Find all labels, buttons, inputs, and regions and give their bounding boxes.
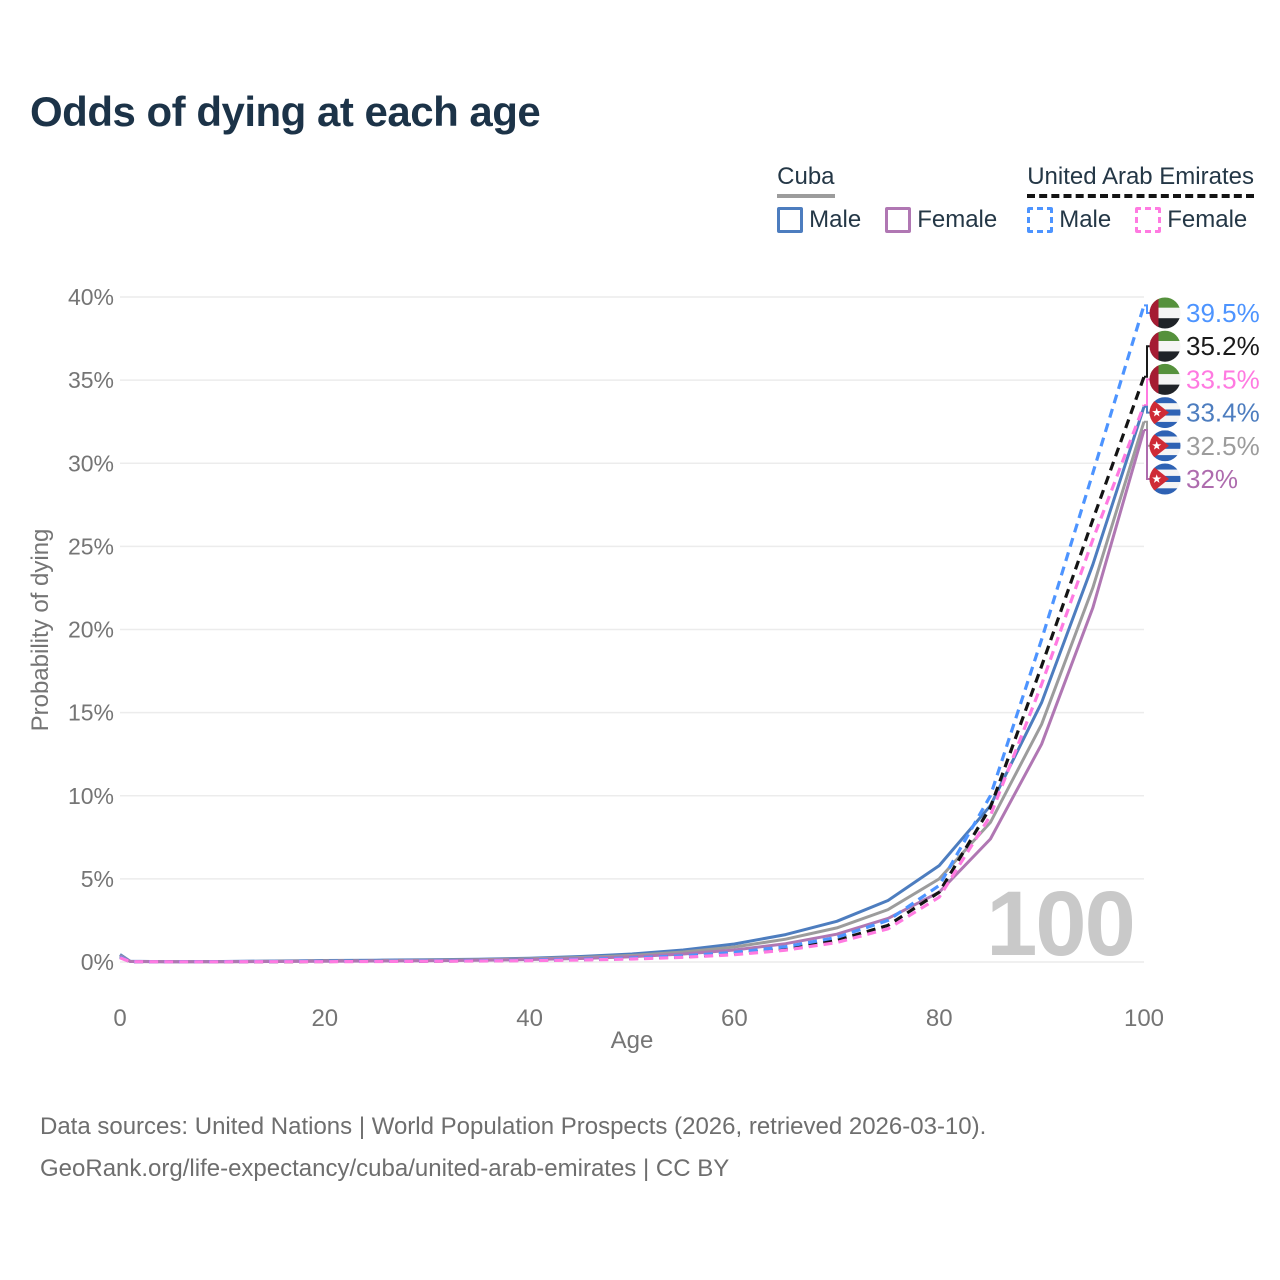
end-label-connector bbox=[1144, 378, 1150, 407]
y-tick-label: 10% bbox=[68, 783, 114, 809]
y-tick-label: 20% bbox=[68, 617, 114, 643]
end-value-label: 39.5% bbox=[1186, 298, 1260, 328]
legend-label-cuba-male: Male bbox=[809, 206, 862, 233]
watermark-age-100: 100 bbox=[986, 873, 1134, 975]
legend-label-uae-male: Male bbox=[1059, 206, 1112, 233]
legend-header-uae[interactable]: United Arab Emirates bbox=[1027, 163, 1254, 198]
x-tick-label: 40 bbox=[516, 1005, 543, 1032]
x-tick-label: 60 bbox=[721, 1005, 748, 1032]
y-tick-label: 30% bbox=[68, 450, 114, 476]
footer-attribution: GeoRank.org/life-expectancy/cuba/united-… bbox=[40, 1155, 730, 1182]
legend-header-cuba[interactable]: Cuba bbox=[777, 163, 835, 198]
y-axis-title: Probability of dying bbox=[27, 529, 54, 732]
end-label-connector bbox=[1144, 429, 1150, 480]
legend-label-cuba-female: Female bbox=[917, 206, 998, 233]
legend-item-cuba-female[interactable]: Female bbox=[885, 206, 997, 234]
footer-data-sources: Data sources: United Nations | World Pop… bbox=[40, 1113, 987, 1140]
end-label-connector bbox=[1144, 345, 1150, 378]
legend-item-uae-female[interactable]: Female bbox=[1135, 206, 1247, 234]
end-label-connector bbox=[1144, 405, 1150, 414]
footer: Data sources: United Nations | World Pop… bbox=[40, 1106, 986, 1190]
x-axis-title: Age bbox=[611, 1027, 654, 1054]
uae-flag-icon bbox=[1149, 330, 1181, 362]
uae-flag-icon bbox=[1149, 363, 1181, 395]
cuba-flag-icon bbox=[1149, 464, 1181, 495]
series-line-united-arab-emirates-male[interactable] bbox=[119, 304, 1146, 964]
y-tick-label: 35% bbox=[68, 367, 114, 393]
end-label-connector bbox=[1144, 304, 1150, 314]
legend-group-cuba: Cuba Male Female bbox=[777, 163, 997, 234]
x-tick-label: 100 bbox=[1124, 1005, 1164, 1032]
x-tick-label: 20 bbox=[311, 1005, 338, 1032]
end-value-label: 33.4% bbox=[1186, 398, 1260, 428]
y-tick-label: 25% bbox=[68, 533, 114, 559]
uae-male-swatch-icon bbox=[1027, 207, 1054, 233]
cuba-flag-icon bbox=[1149, 397, 1181, 428]
uae-flag-icon bbox=[1149, 297, 1181, 329]
x-tick-label: 0 bbox=[113, 1005, 126, 1032]
end-value-label: 32% bbox=[1186, 464, 1238, 494]
cuba-flag-icon bbox=[1149, 430, 1181, 461]
end-value-label: 33.5% bbox=[1186, 364, 1260, 394]
cuba-female-swatch-icon bbox=[885, 207, 912, 233]
y-tick-label: 40% bbox=[68, 284, 114, 310]
y-tick-label: 0% bbox=[81, 949, 114, 975]
uae-female-swatch-icon bbox=[1135, 207, 1162, 233]
end-value-label: 35.2% bbox=[1186, 331, 1260, 361]
y-tick-label: 5% bbox=[81, 866, 114, 892]
legend-item-cuba-male[interactable]: Male bbox=[777, 206, 861, 234]
series-line-united-arab-emirates-female[interactable] bbox=[119, 404, 1146, 964]
cuba-male-swatch-icon bbox=[777, 207, 804, 233]
x-tick-label: 80 bbox=[926, 1005, 953, 1032]
legend-group-uae: United Arab Emirates Male Female bbox=[1027, 163, 1254, 234]
page-title: Odds of dying at each age bbox=[30, 88, 541, 135]
legend: Cuba Male Female United Arab Emirates Ma… bbox=[777, 163, 1254, 234]
legend-label-uae-female: Female bbox=[1167, 206, 1248, 233]
y-tick-label: 15% bbox=[68, 700, 114, 726]
legend-item-uae-male[interactable]: Male bbox=[1027, 206, 1111, 234]
end-value-label: 32.5% bbox=[1186, 431, 1260, 461]
